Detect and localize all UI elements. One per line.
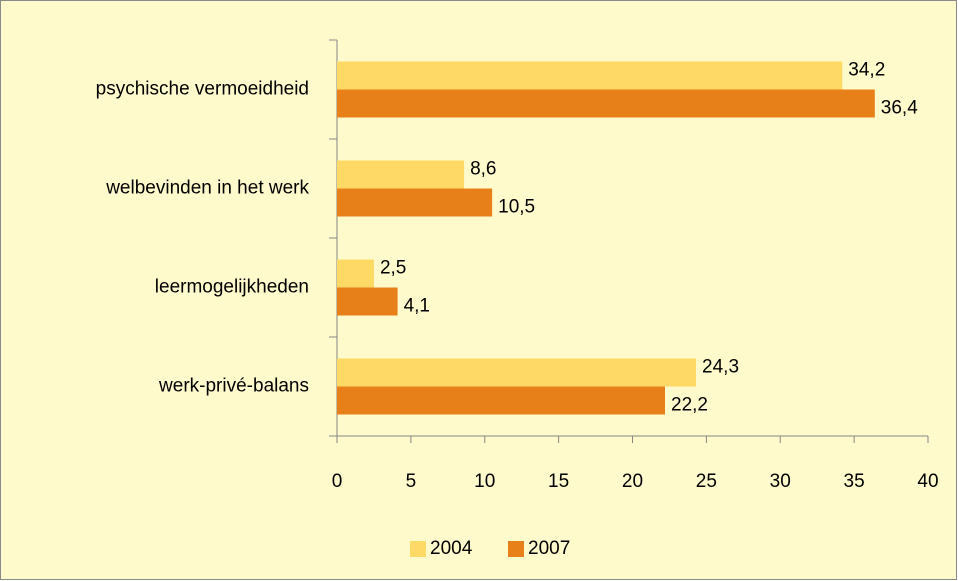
bar bbox=[337, 358, 697, 387]
data-label: 4,1 bbox=[404, 296, 430, 317]
y-tick-label: werk-privé-balans bbox=[158, 376, 309, 397]
x-tick-label: 15 bbox=[548, 471, 569, 492]
x-tick-label: 30 bbox=[770, 471, 791, 492]
data-label: 36,4 bbox=[881, 98, 918, 119]
bar bbox=[337, 61, 843, 90]
bar bbox=[337, 259, 374, 288]
legend-swatch bbox=[508, 541, 524, 557]
y-tick-label: psychische vermoeidheid bbox=[96, 79, 309, 100]
legend-swatch bbox=[410, 541, 426, 557]
data-label: 24,3 bbox=[702, 357, 739, 378]
data-label: 34,2 bbox=[848, 60, 885, 81]
bar bbox=[337, 188, 493, 217]
data-label: 22,2 bbox=[671, 395, 708, 416]
x-tick-label: 20 bbox=[622, 471, 643, 492]
bar bbox=[337, 287, 398, 316]
x-tick-label: 40 bbox=[917, 471, 938, 492]
bar bbox=[337, 89, 875, 118]
x-tick-label: 35 bbox=[844, 471, 865, 492]
x-tick-label: 0 bbox=[332, 471, 343, 492]
x-tick-label: 5 bbox=[406, 471, 417, 492]
data-label: 8,6 bbox=[470, 159, 496, 180]
legend-label: 2004 bbox=[430, 538, 473, 559]
data-label: 2,5 bbox=[380, 258, 406, 279]
x-tick-label: 10 bbox=[474, 471, 495, 492]
x-tick-label: 25 bbox=[696, 471, 717, 492]
legend-label: 2007 bbox=[528, 538, 570, 559]
bar bbox=[337, 386, 666, 415]
y-tick-label: welbevinden in het werk bbox=[105, 178, 309, 199]
y-tick-label: leermogelijkheden bbox=[155, 277, 309, 298]
bar bbox=[337, 160, 465, 189]
data-label: 10,5 bbox=[498, 197, 535, 218]
